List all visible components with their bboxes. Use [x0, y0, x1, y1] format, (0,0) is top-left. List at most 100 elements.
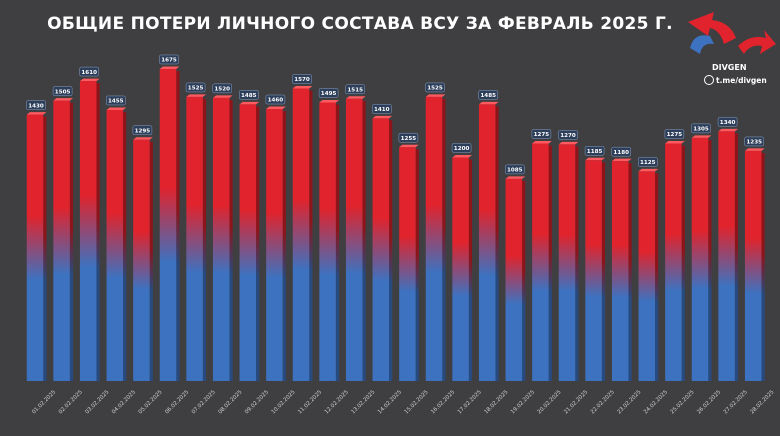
bar	[292, 88, 310, 381]
x-tick-label: 08.02.2025	[217, 389, 243, 415]
data-label: 1525	[188, 86, 204, 92]
bar	[133, 139, 150, 381]
data-label: 1455	[108, 99, 124, 105]
bar-cap	[345, 96, 366, 99]
bar-side	[681, 145, 685, 381]
bar-cap	[425, 94, 446, 97]
bar	[106, 109, 124, 381]
bar	[452, 157, 469, 381]
bar-side	[43, 116, 47, 382]
data-label-box	[638, 157, 658, 167]
data-label: 1495	[321, 91, 337, 97]
bar-side	[149, 141, 153, 381]
bar-group: 1675 06.02.2025	[159, 54, 190, 415]
bar-side	[601, 162, 606, 381]
bar-side	[362, 100, 366, 381]
bar-group: 1275 20.02.2025	[531, 129, 563, 415]
data-label: 1275	[667, 132, 683, 138]
data-label-box	[52, 86, 73, 96]
x-tick-label: 04.02.2025	[111, 389, 137, 415]
bar-group: 1455 04.02.2025	[106, 95, 137, 415]
bar-group: 1525 16.02.2025	[425, 82, 456, 415]
bar-side	[495, 106, 499, 381]
data-label: 1570	[294, 77, 310, 83]
bar-cap	[212, 95, 233, 98]
bar-group: 1255 15.02.2025	[398, 132, 430, 415]
bar-cap	[186, 94, 207, 97]
bar-cap	[53, 98, 74, 101]
bar	[665, 143, 682, 381]
chart-title: ОБЩИЕ ПОТЕРИ ЛИЧНОГО СОСТАВА ВСУ ЗА ФЕВР…	[47, 14, 673, 34]
x-tick-label: 20.02.2025	[537, 389, 563, 415]
bar-side	[548, 145, 552, 381]
bar-side	[442, 98, 446, 382]
bar	[718, 131, 735, 381]
bar-cap	[665, 140, 685, 144]
bar-group: 1125 24.02.2025	[638, 157, 669, 415]
x-tick-label: 21.02.2025	[563, 389, 589, 415]
bar-side	[628, 163, 632, 381]
x-tick-label: 05.02.2025	[138, 389, 164, 415]
x-tick-label: 19.02.2025	[510, 389, 536, 415]
bar-side	[256, 106, 260, 381]
bar-side	[708, 139, 712, 381]
bar-cap	[159, 66, 180, 69]
bar-cap	[79, 78, 100, 82]
data-label: 1295	[135, 128, 151, 134]
bar	[611, 161, 629, 381]
x-tick-label: 23.02.2025	[616, 389, 642, 415]
bar-cap	[452, 154, 473, 158]
bar-side	[522, 180, 526, 381]
bar-side	[123, 111, 127, 381]
bar-side	[734, 133, 739, 381]
bar	[186, 96, 203, 382]
x-tick-label: 14.02.2025	[377, 389, 403, 415]
bar-group: 1305 26.02.2025	[691, 123, 722, 415]
bar-side	[69, 102, 74, 381]
x-tick-label: 09.02.2025	[244, 389, 270, 415]
data-label-box	[132, 125, 153, 136]
bar-group: 1410 14.02.2025	[372, 104, 403, 415]
bar-cap	[638, 168, 659, 172]
bar-cap	[133, 137, 153, 140]
bar-group: 1610 03.02.2025	[79, 66, 110, 415]
bar-group: 1235 28.02.2025	[744, 136, 775, 415]
divgen-logo-icon	[688, 12, 776, 54]
bar-cap	[532, 140, 552, 144]
data-label-box	[425, 82, 445, 93]
bar-group: 1520 08.02.2025	[212, 83, 243, 415]
data-label-box	[106, 95, 126, 106]
x-tick-label: 03.02.2025	[84, 389, 110, 415]
bar-cap	[372, 115, 393, 119]
bar	[239, 104, 257, 381]
data-label-box	[212, 83, 232, 94]
data-label-box	[292, 74, 312, 84]
bar-cap	[239, 101, 260, 105]
data-label-box	[451, 143, 472, 153]
data-label-box	[239, 90, 259, 100]
bar-cap	[691, 135, 712, 138]
channel-link: t.me/divgen	[716, 76, 767, 85]
bar-cap	[106, 107, 127, 110]
bar-group: 1485 18.02.2025	[478, 90, 509, 415]
bar	[399, 147, 416, 381]
bar	[26, 114, 44, 382]
telegram-icon	[704, 75, 714, 85]
brand-label: DIVGEN	[712, 63, 747, 72]
data-label: 1485	[241, 93, 257, 99]
data-label: 1255	[401, 136, 417, 142]
x-tick-label: 24.02.2025	[643, 389, 669, 415]
x-tick-label: 28.02.2025	[749, 389, 775, 415]
bar-group: 1505 02.02.2025	[52, 86, 84, 415]
data-label-box	[691, 123, 711, 134]
data-label: 1505	[55, 89, 71, 95]
data-label: 1085	[507, 168, 523, 174]
bar-group: 1570 11.02.2025	[292, 74, 323, 415]
bar-group: 1430 01.02.2025	[26, 100, 57, 415]
data-label: 1515	[347, 87, 363, 93]
bar-group: 1495 12.02.2025	[318, 88, 350, 415]
x-tick-label: 22.02.2025	[590, 389, 616, 415]
bar	[532, 143, 549, 381]
data-label-box	[478, 90, 498, 100]
